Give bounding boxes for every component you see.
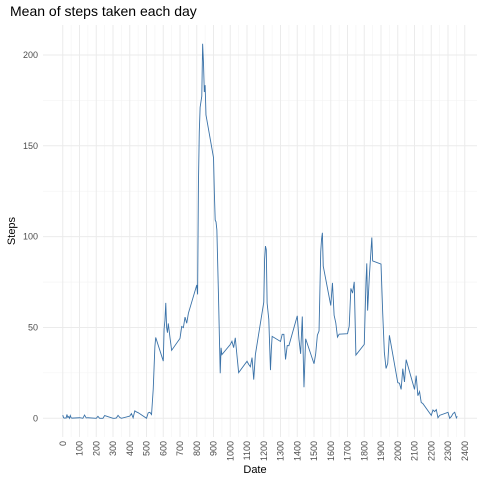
x-tick-label: 1700 — [343, 441, 353, 461]
x-tick-label: 1100 — [242, 441, 252, 460]
x-tick-label: 200 — [91, 441, 101, 456]
x-axis-label: Date — [243, 464, 266, 476]
x-tick-label: 2300 — [443, 441, 453, 461]
y-tick-label: 50 — [28, 322, 38, 332]
x-tick-label: 1500 — [309, 441, 319, 461]
x-tick-label: 1400 — [292, 441, 302, 461]
x-tick-label: 1300 — [276, 441, 286, 461]
x-tick-label: 800 — [192, 441, 202, 456]
x-tick-label: 400 — [125, 441, 135, 456]
x-tick-label: 1200 — [259, 441, 269, 461]
chart-title: Mean of steps taken each day — [10, 3, 197, 19]
x-tick-label: 1600 — [326, 441, 336, 461]
x-tick-label: 300 — [108, 441, 118, 456]
x-tick-label: 2000 — [393, 441, 403, 461]
x-tick-label: 600 — [158, 441, 168, 456]
x-tick-label: 700 — [175, 441, 185, 456]
x-tick-label: 500 — [142, 441, 152, 456]
x-tick-label: 2100 — [410, 441, 420, 461]
x-tick-label: 1000 — [225, 441, 235, 461]
y-axis-label: Steps — [6, 216, 18, 245]
x-tick-label: 100 — [75, 441, 85, 456]
x-tick-label: 1800 — [359, 441, 369, 461]
y-tick-label: 150 — [23, 141, 38, 151]
line — [62, 43, 458, 420]
y-tick-label: 200 — [23, 50, 38, 60]
x-tick-label: 1900 — [376, 441, 386, 461]
x-tick-label: 2200 — [426, 441, 436, 461]
y-tick-label: 0 — [33, 413, 38, 423]
x-tick-label: 0 — [58, 441, 68, 446]
x-tick-label: 900 — [209, 441, 219, 456]
y-tick-label: 100 — [23, 232, 38, 242]
x-tick-label: 2400 — [460, 441, 470, 461]
